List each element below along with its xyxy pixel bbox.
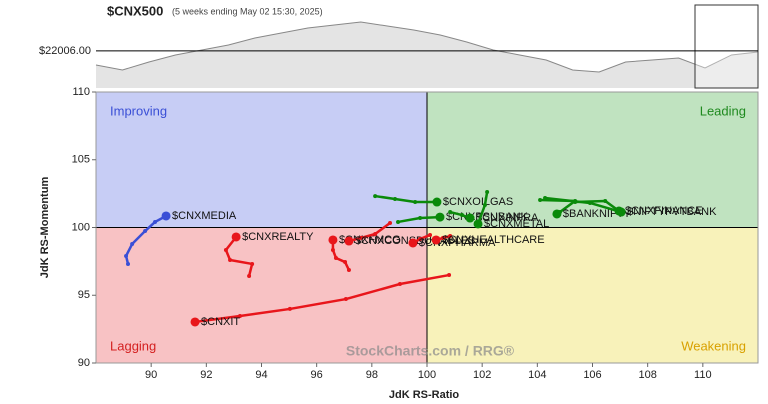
x-tick-label: 90 <box>145 369 157 381</box>
price-panel: $22006.00 <box>39 4 759 89</box>
series-label: $CNXREALTY <box>242 231 314 243</box>
head-point <box>344 236 354 246</box>
trail-point <box>413 200 418 205</box>
trail-point <box>125 261 130 266</box>
price-line <box>95 21 759 73</box>
x-tick-label: 94 <box>255 369 267 381</box>
quadrant-improving <box>96 92 427 228</box>
trail-point <box>448 234 453 239</box>
head-point <box>465 213 475 223</box>
trail-point <box>373 232 378 237</box>
y-tick-label: 100 <box>72 221 90 233</box>
trail-point <box>440 235 445 240</box>
series-label: $CNXIT <box>201 316 240 328</box>
head-point <box>328 235 338 245</box>
trail-point <box>393 197 398 202</box>
trail-point <box>330 247 335 252</box>
trail-point <box>603 198 608 203</box>
y-axis-label: JdK RS-Momentum <box>39 177 51 279</box>
trail-point <box>538 197 543 202</box>
highlight-window <box>694 4 759 89</box>
trail-point <box>130 242 135 247</box>
head-point <box>552 209 562 219</box>
trail-point <box>460 213 465 218</box>
watermark: StockCharts.com / RRG® <box>346 343 515 359</box>
trail-point <box>373 194 378 199</box>
trail-point <box>333 255 338 260</box>
head-point <box>616 207 626 217</box>
head-point <box>435 212 445 222</box>
trail-point <box>418 237 423 242</box>
trail-point <box>588 200 593 205</box>
trail-point <box>388 221 393 226</box>
rrg-panel: Improving Leading Lagging Weakening StockCha… <box>39 86 759 401</box>
quadrant-label: Leading <box>700 103 746 118</box>
head-point <box>190 317 200 327</box>
trail-point <box>482 203 487 208</box>
head-point <box>473 219 483 229</box>
x-tick-label: 106 <box>583 369 601 381</box>
trail-point <box>543 195 548 200</box>
trail <box>348 222 391 243</box>
trail-point <box>485 189 490 194</box>
series-label: $CNXFMCG <box>339 234 401 246</box>
trail-point <box>237 313 242 318</box>
trail-point <box>250 261 255 266</box>
trail-point <box>124 253 129 258</box>
x-tick-label: 98 <box>366 369 378 381</box>
head-point <box>408 238 418 248</box>
y-tick-label: 110 <box>72 86 90 98</box>
trail-point <box>143 229 148 234</box>
quadrant-label: Weakening <box>681 338 746 353</box>
chart-subtitle: (5 weeks ending May 02 15:30, 2025) <box>172 6 323 16</box>
y-tick-label: 105 <box>72 154 90 166</box>
head-point <box>432 197 442 207</box>
reference-label: $22006.00 <box>39 45 91 57</box>
trail-point <box>418 216 423 221</box>
x-tick-label: 102 <box>473 369 491 381</box>
trail-point <box>448 210 453 215</box>
head-point <box>231 232 241 242</box>
trail <box>194 273 450 324</box>
trail-point <box>397 282 402 287</box>
trail-point <box>223 247 228 252</box>
x-tick-label: 96 <box>311 369 323 381</box>
x-tick-label: 108 <box>638 369 656 381</box>
quadrant-label: Lagging <box>110 338 156 353</box>
head-point <box>431 235 441 245</box>
trail-point <box>343 297 348 302</box>
trail-point <box>447 273 452 278</box>
series-label: $CNXFINANCE <box>625 205 703 217</box>
y-tick-label: 95 <box>78 289 90 301</box>
trail-point <box>346 268 351 273</box>
trail <box>374 194 437 204</box>
x-tick-label: 104 <box>528 369 546 381</box>
trail-point <box>359 235 364 240</box>
trail-point <box>343 260 348 265</box>
series-label: $CNXMETAL <box>484 218 549 230</box>
trail-point <box>287 306 292 311</box>
series-label: $NIFTYPVTBANK <box>627 206 717 218</box>
chart-title: $CNX500 <box>107 3 163 18</box>
quadrant-weakening <box>427 227 758 363</box>
quadrant-lagging <box>96 227 427 363</box>
trail-point <box>428 232 433 237</box>
series-label: $CNXHEALTHCARE <box>442 234 545 246</box>
series-label: $CNXINFRA <box>476 212 539 224</box>
x-tick-label: 92 <box>200 369 212 381</box>
quadrant-label: Improving <box>110 103 167 118</box>
trail-point <box>247 274 252 279</box>
y-tick-label: 90 <box>78 357 90 369</box>
series-label: $CNXMEDIA <box>172 210 237 222</box>
head-point <box>161 211 171 221</box>
x-tick-label: 110 <box>694 369 712 381</box>
x-tick-label: 100 <box>418 369 436 381</box>
trail-point <box>396 219 401 224</box>
trail-point <box>153 219 158 224</box>
series-label: $CNXOILGAS <box>443 196 513 208</box>
trail-point <box>228 258 233 263</box>
x-axis-label: JdK RS-Ratio <box>389 389 460 401</box>
